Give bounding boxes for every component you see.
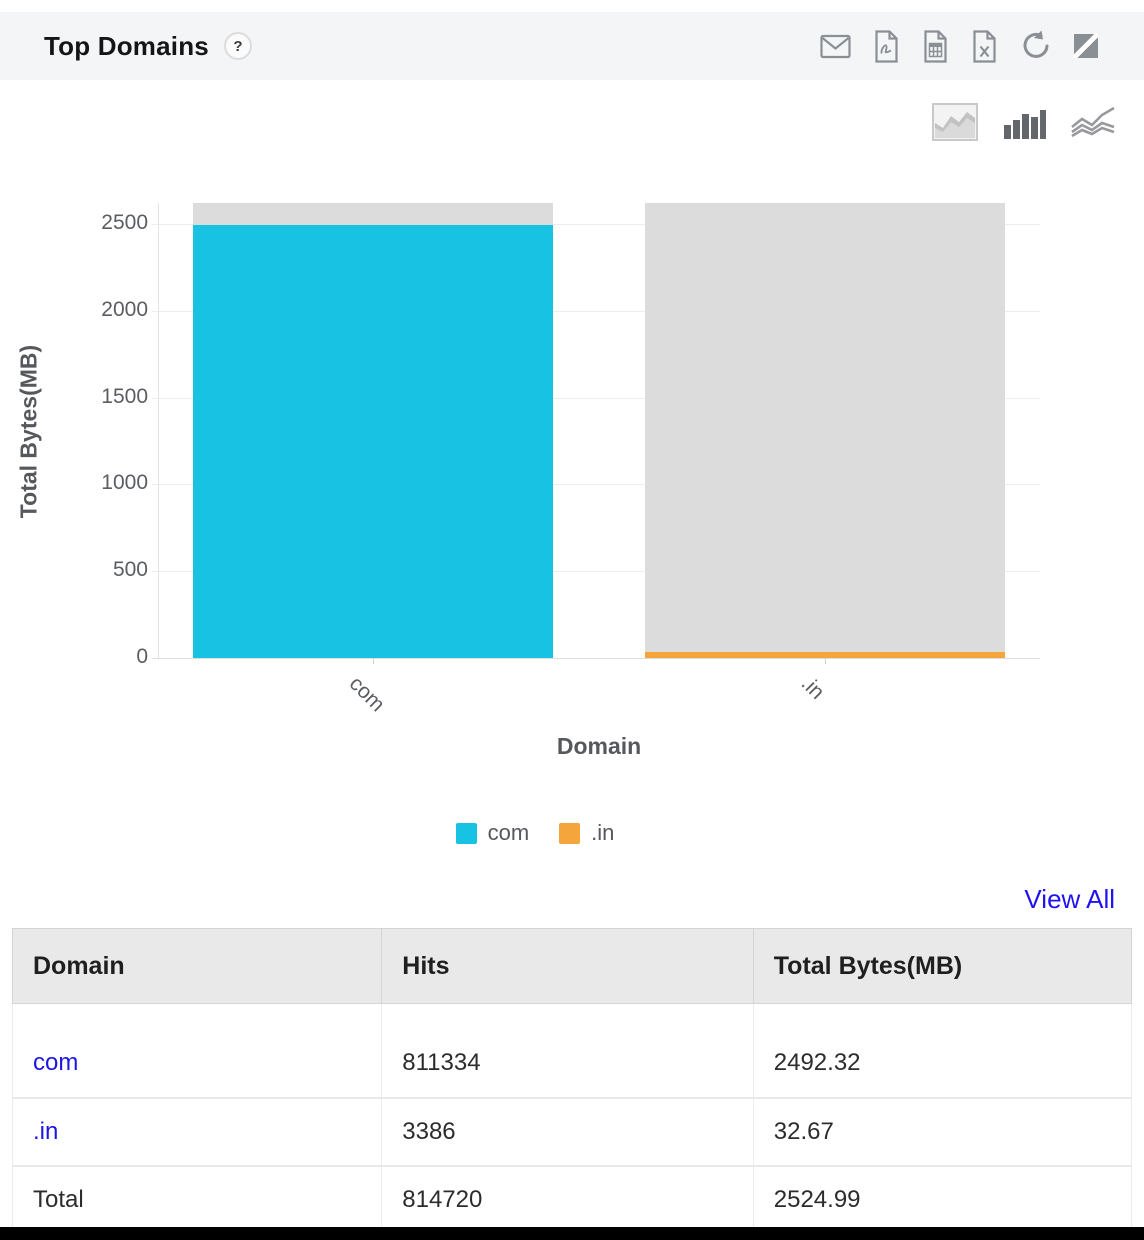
table-cell: 32.67 xyxy=(752,1096,1133,1166)
y-tick-label: 1000 xyxy=(101,471,148,495)
y-tick-label: 2500 xyxy=(101,210,148,234)
x-category-label: .in xyxy=(796,672,829,704)
table-row: com 811334 2492.32 xyxy=(11,1003,1133,1098)
y-gridline xyxy=(152,310,1040,312)
x-axis-tick xyxy=(373,658,374,664)
y-gridline xyxy=(152,223,1040,225)
table-header-cell: Domain xyxy=(11,928,383,1004)
x-axis-title: Domain xyxy=(556,733,642,759)
help-icon[interactable]: ? xyxy=(223,32,252,60)
y-gridline xyxy=(152,658,1040,659)
legend-item-.in[interactable]: .in xyxy=(559,820,614,846)
legend-item-com[interactable]: com xyxy=(455,820,530,846)
column-background xyxy=(645,203,1005,658)
legend-swatch xyxy=(455,822,477,844)
table-cell: 2524.99 xyxy=(752,1164,1133,1234)
x-category-label: com xyxy=(344,672,390,717)
chart-legend: com .in xyxy=(0,820,1107,846)
table-header-cell: Hits xyxy=(381,928,754,1004)
bottom-bar xyxy=(0,1227,1144,1240)
email-icon[interactable] xyxy=(820,34,851,59)
y-axis-line xyxy=(158,203,159,658)
domain-link[interactable]: com xyxy=(11,1003,383,1098)
csv-export-icon[interactable] xyxy=(922,29,949,63)
chart-type-toolbar xyxy=(932,103,1116,141)
y-tick-label: 1500 xyxy=(101,384,148,408)
domain-link[interactable]: .in xyxy=(11,1096,383,1166)
refresh-icon[interactable] xyxy=(1020,30,1052,62)
table-header-cell: Total Bytes(MB) xyxy=(752,928,1133,1004)
page-title: Top Domains xyxy=(44,30,209,61)
bar-chart-icon[interactable] xyxy=(1002,104,1046,140)
area-chart-icon[interactable] xyxy=(932,103,978,141)
table-header-row: Domain Hits Total Bytes(MB) xyxy=(11,928,1133,1004)
y-gridline xyxy=(152,484,1040,486)
y-axis-title: Total Bytes(MB) xyxy=(15,344,42,519)
expand-icon[interactable] xyxy=(1074,34,1098,58)
table-cell: 3386 xyxy=(381,1096,754,1166)
y-tick-label: 500 xyxy=(112,558,148,582)
y-gridline xyxy=(152,571,1040,573)
y-gridline xyxy=(152,397,1040,399)
widget-titlebar: Top Domains ? xyxy=(0,12,1144,80)
legend-label: com xyxy=(487,820,530,845)
export-toolbar xyxy=(820,29,1098,63)
bar-com[interactable] xyxy=(193,225,553,658)
domains-table: Domain Hits Total Bytes(MB) com 811334 2492.… xyxy=(11,928,1133,1234)
line-chart-icon[interactable] xyxy=(1070,106,1116,138)
table-cell: 2492.32 xyxy=(752,1003,1133,1098)
legend-swatch xyxy=(559,822,581,844)
table-cell: 814720 xyxy=(381,1164,754,1234)
table-cell: Total xyxy=(11,1164,383,1234)
view-all-link[interactable]: View All xyxy=(1024,884,1115,914)
x-axis-tick xyxy=(825,658,826,664)
excel-export-icon[interactable] xyxy=(971,29,998,63)
table-row: .in 3386 32.67 xyxy=(11,1096,1133,1166)
table-cell: 811334 xyxy=(381,1003,754,1098)
bar-chart: Total Bytes(MB) Domain 0 500 1000 1500 2000 2… xyxy=(0,150,1144,812)
legend-label: .in xyxy=(591,820,615,845)
bar-.in[interactable] xyxy=(645,652,1005,658)
y-tick-label: 2000 xyxy=(101,297,148,321)
y-tick-label: 0 xyxy=(136,645,148,668)
table-row: Total 814720 2524.99 xyxy=(11,1164,1133,1234)
pdf-export-icon[interactable] xyxy=(873,29,900,63)
